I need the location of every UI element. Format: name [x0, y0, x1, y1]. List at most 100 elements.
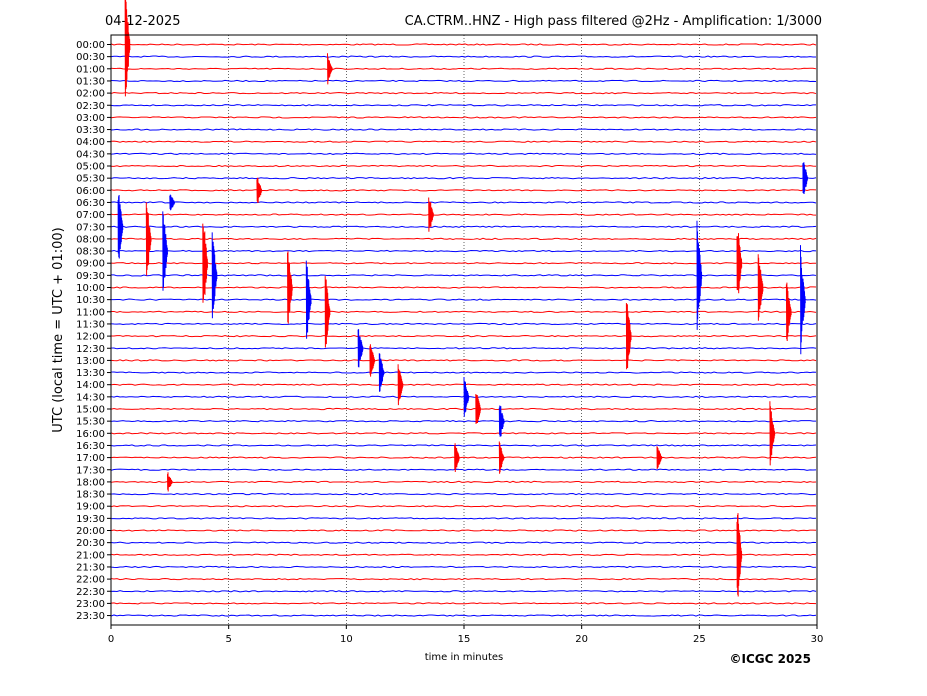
trace-line [110, 590, 817, 593]
y-tick-label: 11:30 [76, 319, 105, 330]
trace-line [110, 249, 817, 253]
y-tick-label: 06:00 [76, 186, 105, 197]
seismic-event [145, 202, 152, 276]
seismic-event [769, 401, 776, 466]
y-tick-label: 01:00 [76, 64, 105, 75]
y-tick-label: 07:00 [76, 210, 105, 221]
trace-line [110, 67, 817, 70]
trace-line [110, 189, 817, 192]
seismic-event [202, 223, 208, 303]
trace-line [110, 614, 817, 617]
x-tick-label: 25 [693, 634, 706, 645]
y-tick-label: 05:30 [76, 174, 105, 185]
seismic-event [287, 251, 293, 324]
y-tick-label: 04:30 [76, 149, 105, 160]
trace-line [110, 116, 817, 119]
trace-line [110, 43, 817, 46]
date-label: 04-12-2025 [105, 14, 181, 29]
grid-lines [228, 35, 700, 625]
y-tick-label: 16:00 [76, 429, 105, 440]
x-tick-label: 10 [340, 634, 353, 645]
y-tick-label: 16:30 [76, 441, 105, 452]
trace-line [110, 383, 817, 386]
trace-line [110, 602, 817, 605]
y-tick-label: 10:00 [76, 283, 105, 294]
seismic-event [736, 233, 743, 294]
seismic-event [167, 472, 173, 492]
seismic-event [369, 344, 376, 377]
y-tick-label: 08:00 [76, 234, 105, 245]
y-tick-label: 22:30 [76, 587, 105, 598]
y-tick-label: 12:00 [76, 332, 105, 343]
y-tick-label: 15:30 [76, 417, 105, 428]
y-tick-label: 21:30 [76, 562, 105, 573]
seismic-event [785, 282, 792, 342]
trace-line [110, 468, 817, 471]
y-tick-label: 00:30 [76, 52, 105, 63]
y-tick-label: 12:30 [76, 344, 105, 355]
seismic-event [169, 194, 176, 211]
trace-line [110, 286, 817, 289]
trace-line [110, 262, 817, 265]
seismic-event [397, 364, 404, 406]
trace-line [110, 347, 817, 350]
trace-line [110, 237, 817, 241]
y-tick-label: 06:30 [76, 198, 105, 209]
trace-line [110, 91, 817, 95]
y-tick-label: 09:00 [76, 259, 105, 270]
trace-line [110, 395, 817, 398]
copyright-label: ©ICGC 2025 [729, 652, 811, 666]
x-axis-ticks: 0 5 10 15 20 25 30 [108, 625, 823, 645]
trace-line [110, 505, 817, 508]
x-tick-label: 20 [575, 634, 588, 645]
trace-line [110, 128, 817, 131]
seismic-event [378, 353, 385, 392]
seismic-event [475, 394, 481, 424]
seismic-event [357, 329, 364, 368]
trace-line [110, 213, 817, 216]
y-tick-label: 18:30 [76, 490, 105, 501]
x-axis-label: time in minutes [425, 652, 504, 663]
seismic-event [428, 197, 434, 232]
trace-line [110, 359, 817, 362]
trace-group [110, 43, 817, 617]
y-tick-label: 23:30 [76, 611, 105, 622]
y-tick-label: 00:00 [76, 40, 105, 51]
x-tick-label: 15 [458, 634, 471, 645]
y-tick-label: 20:00 [76, 526, 105, 537]
seismic-event [802, 162, 809, 195]
trace-line [110, 407, 817, 411]
y-tick-label: 10:30 [76, 295, 105, 306]
trace-line [110, 553, 817, 556]
trace-line [110, 565, 817, 569]
trace-line [110, 298, 817, 301]
y-tick-label: 04:00 [76, 137, 105, 148]
seismic-event [124, 0, 131, 97]
trace-line [110, 517, 817, 520]
y-tick-label: 19:00 [76, 502, 105, 513]
trace-line [110, 444, 817, 447]
trace-line [110, 79, 817, 83]
trace-line [110, 432, 817, 435]
trace-line [110, 322, 817, 326]
y-tick-label: 11:00 [76, 307, 105, 318]
y-tick-label: 02:30 [76, 101, 105, 112]
y-tick-label: 03:00 [76, 113, 105, 124]
y-tick-label: 19:30 [76, 514, 105, 525]
x-tick-label: 5 [225, 634, 231, 645]
y-tick-label: 13:30 [76, 368, 105, 379]
trace-line [110, 492, 817, 496]
seismic-event [800, 245, 806, 355]
y-tick-label: 17:30 [76, 465, 105, 476]
y-tick-label: 17:00 [76, 453, 105, 464]
trace-line [110, 529, 817, 532]
trace-line [110, 456, 817, 459]
y-tick-label: 18:00 [76, 477, 105, 488]
y-tick-label: 14:30 [76, 392, 105, 403]
x-tick-label: 0 [108, 634, 114, 645]
trace-line [110, 225, 817, 228]
trace-line [110, 577, 817, 581]
seismic-event [211, 232, 218, 319]
seismic-event [256, 177, 263, 203]
